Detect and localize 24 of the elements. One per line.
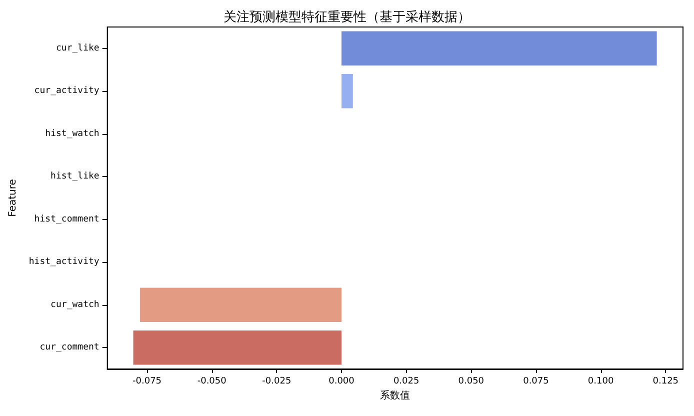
x-tick-label: 0.000	[328, 376, 355, 386]
bar	[341, 74, 353, 108]
x-tick-label: 0.075	[523, 376, 549, 386]
y-tick-label: cur_activity	[34, 86, 100, 96]
x-tick-label: 0.125	[652, 376, 679, 386]
y-tick-label: cur_like	[56, 43, 100, 54]
y-tick-label: hist_watch	[45, 128, 100, 139]
bar	[133, 330, 342, 365]
x-axis-title: 系数值	[380, 390, 410, 402]
y-tick-label: cur_watch	[50, 300, 100, 310]
y-tick-label: hist_activity	[28, 257, 100, 268]
x-tick-label: 0.100	[588, 376, 614, 386]
x-tick-label: -0.050	[197, 376, 227, 386]
bar	[341, 31, 657, 66]
bar	[140, 288, 342, 322]
y-tick-label: hist_comment	[34, 214, 100, 224]
y-tick-label: cur_comment	[40, 342, 100, 353]
chart-title: 关注预测模型特征重要性（基于采样数据）	[224, 10, 470, 25]
y-axis-title: Feature	[8, 179, 18, 217]
x-tick-label: -0.075	[132, 376, 162, 386]
x-tick-label: 0.025	[393, 376, 420, 386]
x-tick-label: 0.050	[458, 376, 484, 386]
y-tick-label: hist_like	[50, 172, 100, 182]
x-tick-label: -0.025	[262, 376, 292, 386]
